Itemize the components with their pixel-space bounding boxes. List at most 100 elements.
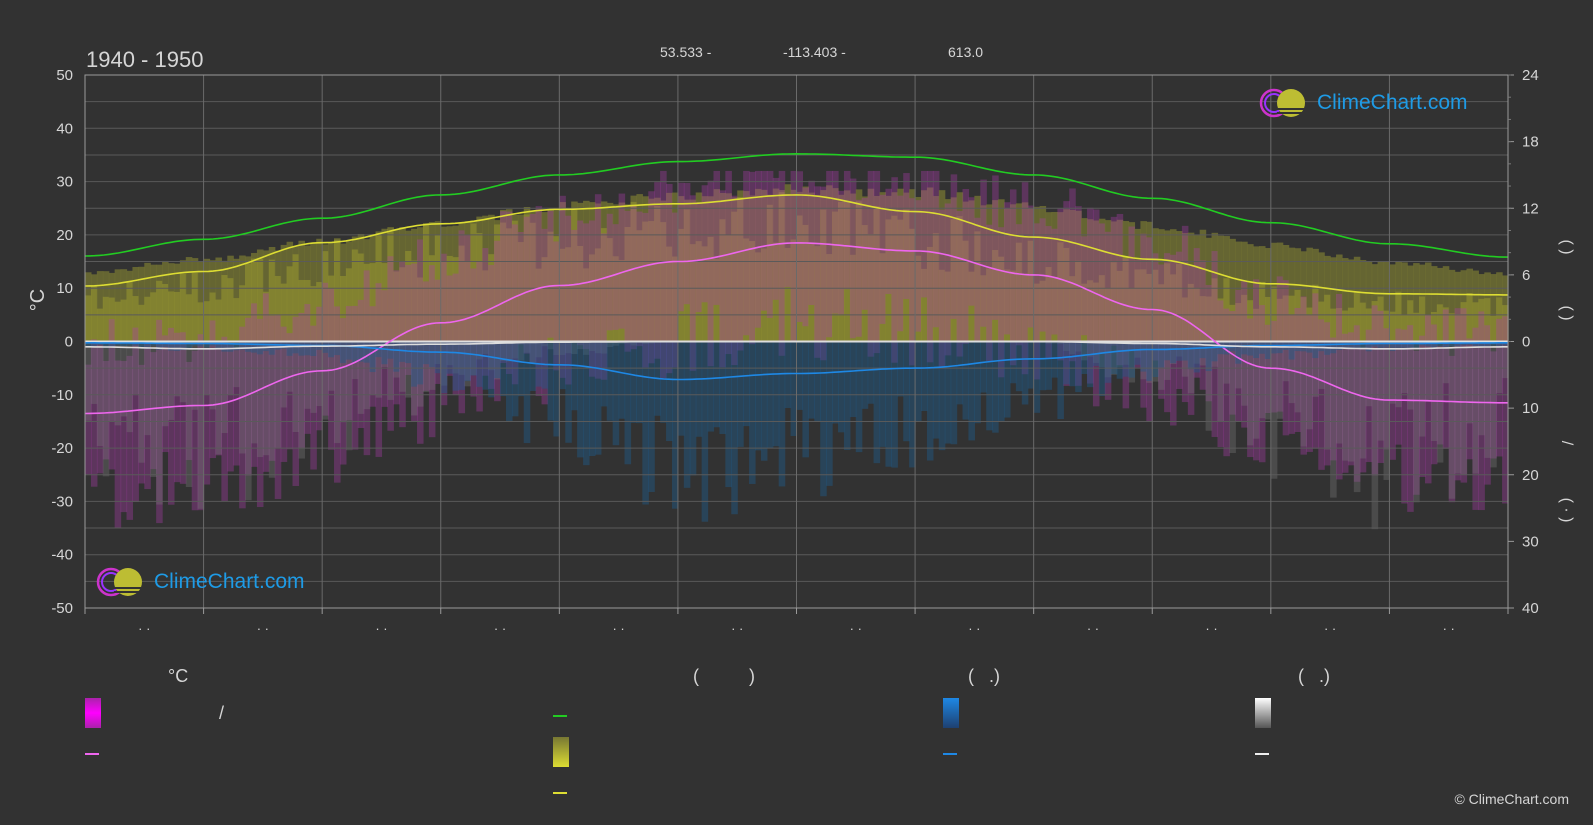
snow-band (162, 341, 169, 427)
rain-band (1021, 341, 1029, 405)
snow-band (1211, 341, 1219, 367)
sunshine-band (1377, 296, 1385, 342)
sunshine-band (1407, 300, 1414, 342)
rain-band (648, 341, 655, 492)
rain-band (393, 341, 400, 372)
sunshine-band (316, 282, 323, 342)
rain-band (434, 341, 442, 374)
sunshine-band (974, 231, 981, 342)
temp-range-band (701, 185, 709, 303)
rain-band (820, 341, 827, 497)
temp-range-band (992, 175, 999, 320)
rain-band (950, 341, 958, 445)
rain-band (926, 341, 934, 461)
chart-period: 1940 - 1950 (86, 47, 203, 72)
temp-range-band (203, 347, 211, 485)
sunshine-band (1312, 284, 1319, 342)
rain-band (909, 341, 916, 468)
sunshine-band (251, 258, 258, 342)
temp-range-band (138, 364, 145, 484)
sunshine-band (1075, 260, 1082, 342)
snow-band (511, 341, 519, 359)
sunshine-band (950, 219, 958, 342)
sunshine-band (1300, 297, 1308, 342)
sunshine-band (1448, 313, 1456, 342)
temp-range-band (1312, 293, 1319, 449)
snow-band (1045, 341, 1053, 344)
temp-range-band (102, 360, 110, 460)
temp-range-band (553, 241, 560, 371)
temp-range-band (440, 253, 448, 406)
sunshine-band (233, 298, 240, 342)
sunshine-band (1389, 311, 1396, 342)
rain-band (838, 341, 845, 433)
snow-band (630, 341, 638, 346)
daylight-band (1181, 233, 1189, 342)
left-tick-label: 40 (56, 120, 73, 137)
legend-rain-line-swatch (943, 753, 957, 755)
temp-range-band (903, 173, 910, 299)
brand-logo-bottom[interactable]: ClimeChart.com (96, 567, 305, 597)
right-axis-label: ( ) (1558, 305, 1575, 320)
snow-band (1324, 341, 1331, 450)
rain-band (630, 341, 638, 423)
rain-band (1264, 341, 1272, 359)
temp-range-band (168, 327, 175, 505)
snow-band (387, 341, 394, 400)
temp-range-band (962, 189, 970, 344)
sunshine-band (849, 254, 857, 342)
legend-temp-range-swatch (85, 698, 101, 728)
snow-band (363, 341, 371, 410)
sunshine-band (1424, 314, 1432, 342)
logo-text: ClimeChart.com (154, 570, 305, 593)
temp-range-band (298, 312, 305, 448)
snow-band (351, 341, 359, 380)
rain-band (482, 341, 489, 390)
temp-range-band (885, 188, 892, 294)
sunshine-band (1187, 283, 1195, 342)
sunshine-band (1081, 283, 1088, 342)
rain-band (577, 341, 584, 458)
snow-band (470, 341, 477, 376)
rain-band (689, 341, 697, 476)
sunshine-band (185, 294, 193, 342)
sunshine-band (992, 249, 999, 342)
temp-range-band (511, 224, 519, 385)
copyright[interactable]: © ClimeChart.com (1454, 791, 1569, 807)
temp-range-band (1128, 226, 1136, 352)
sunshine-band (600, 228, 608, 342)
snow-band (535, 341, 543, 358)
rain-band (399, 341, 406, 362)
temp-range-band (1247, 318, 1254, 458)
rain-band (1288, 341, 1296, 360)
rain-band (1069, 341, 1076, 387)
rain-band (1253, 341, 1260, 359)
daylight-band (203, 258, 211, 342)
temp-range-band (891, 177, 898, 363)
temp-range-band (114, 360, 122, 529)
sunshine-band (1170, 274, 1177, 342)
temp-range-band (559, 195, 566, 378)
snow-band (1116, 341, 1124, 367)
sunshine-band (452, 257, 460, 342)
sunshine-band (671, 256, 679, 342)
sunshine-band (689, 244, 697, 342)
brand-logo-top[interactable]: ClimeChart.com (1259, 88, 1468, 118)
sunshine-band (660, 222, 667, 342)
snow-band (1264, 341, 1272, 420)
sunshine-band (921, 268, 928, 342)
rain-band (363, 341, 371, 363)
rain-band (1181, 341, 1189, 361)
snow-band (1128, 341, 1136, 383)
temp-range-band (96, 344, 104, 474)
rain-band (1223, 341, 1230, 355)
temp-range-band (1051, 228, 1058, 335)
legend-sunshine-line-swatch (553, 792, 567, 794)
rain-band (606, 341, 614, 421)
rain-band (719, 341, 726, 434)
sunshine-band (1282, 295, 1290, 342)
sunshine-band (1175, 263, 1183, 342)
sunshine-band (102, 296, 110, 342)
sunshine-band (1306, 307, 1313, 342)
sunshine-band (482, 270, 489, 342)
